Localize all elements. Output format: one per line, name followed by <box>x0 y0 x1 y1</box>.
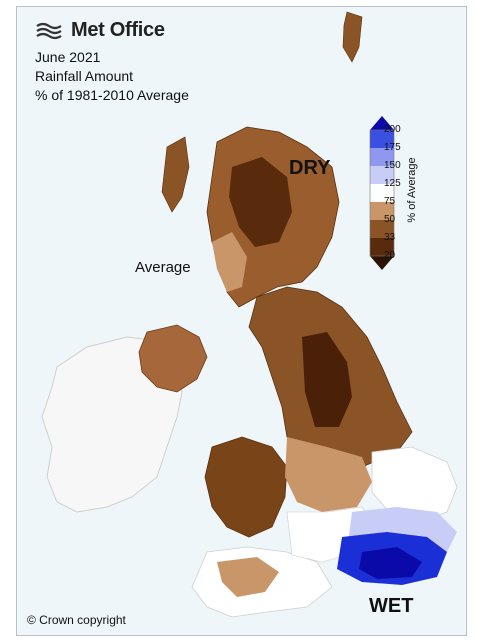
wales <box>204 436 288 538</box>
copyright-notice: © Crown copyright <box>27 613 126 627</box>
legend-tick-75: 75 <box>384 196 396 207</box>
legend-colorbar <box>369 116 395 270</box>
scotland-west-lighter <box>212 232 247 292</box>
legend-tick-20: 20 <box>384 250 396 261</box>
pennines-dark <box>302 332 352 427</box>
scotland-dark-core <box>229 157 292 247</box>
legend-tick-200: 200 <box>384 124 401 135</box>
northern-ireland <box>138 324 208 393</box>
average-label: Average <box>135 259 191 276</box>
legend-title: % of Average <box>406 157 418 223</box>
map-frame: Met Office June 2021 Rainfall Amount % o… <box>16 6 467 636</box>
midlands-light <box>285 437 372 512</box>
legend-band-125 <box>370 166 394 184</box>
legend-band-33 <box>370 220 394 238</box>
shetland <box>342 11 363 63</box>
brand-name: Met Office <box>71 19 165 41</box>
title-line-baseline: % of 1981-2010 Average <box>35 87 189 103</box>
legend-tick-50: 50 <box>384 214 396 225</box>
title-line-variable: Rainfall Amount <box>35 68 134 84</box>
legend-top-arrow <box>370 116 394 130</box>
legend-band-150 <box>370 148 394 166</box>
dry-label: DRY <box>289 157 331 179</box>
uk-rainfall-map <box>41 11 458 618</box>
legend-tick-125: 125 <box>384 178 401 189</box>
western-isles <box>161 136 190 213</box>
legend-band-20 <box>370 238 394 256</box>
met-office-logo-icon <box>36 22 62 39</box>
title-line-month: June 2021 <box>35 49 101 65</box>
legend-bottom-arrow <box>370 256 394 270</box>
legend-band-50 <box>370 202 394 220</box>
legend-band-175 <box>370 130 394 148</box>
legend-tick-33: 33 <box>384 232 396 243</box>
southeast-wet-darkest <box>359 547 422 579</box>
met-office-logo: Met Office <box>35 19 165 42</box>
legend-band-75 <box>370 184 394 202</box>
legend-tick-150: 150 <box>384 160 401 171</box>
legend-tick-175: 175 <box>384 142 401 153</box>
southwest-tan <box>217 557 279 597</box>
wet-label: WET <box>369 595 414 617</box>
east-anglia <box>371 446 458 523</box>
